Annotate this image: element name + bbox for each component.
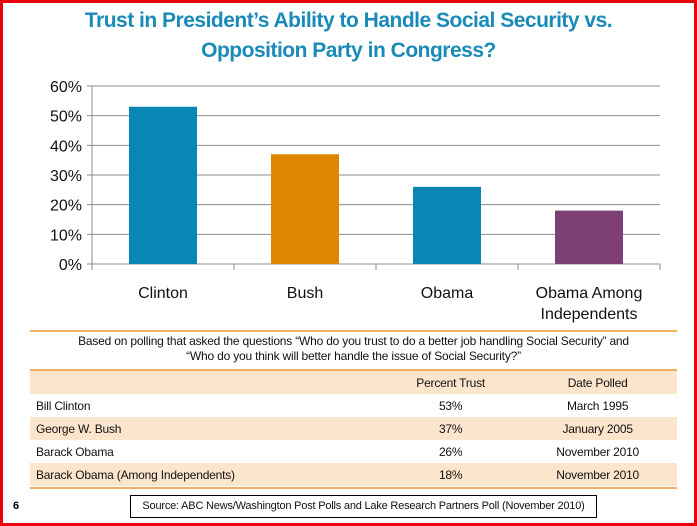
- cell-percent: 53%: [438, 398, 463, 413]
- source-box: Source: ABC News/Washington Post Polls a…: [130, 495, 597, 518]
- y-tick-label: 60%: [50, 79, 82, 96]
- y-tick-label: 20%: [50, 198, 82, 215]
- polling-note: Based on polling that asked the question…: [30, 334, 677, 364]
- note-line-2: “Who do you think will better handle the…: [186, 349, 521, 363]
- cell-name: George W. Bush: [30, 417, 384, 440]
- cell-name: Barack Obama (Among Independents): [30, 463, 384, 486]
- bar-obama: [413, 186, 481, 264]
- x-category-label: Bush: [287, 285, 323, 302]
- bar-clinton: [129, 106, 197, 265]
- cell-date: January 2005: [518, 417, 677, 440]
- poll-table: Percent Trust Date Polled Bill Clinton 5…: [30, 371, 677, 486]
- x-category-label: Obama: [421, 285, 474, 302]
- x-category-label: Obama Among: [536, 285, 643, 302]
- bar-obama-among-independents: [555, 210, 623, 264]
- bar-bush: [271, 154, 339, 264]
- cell-percent: 26%: [438, 444, 463, 459]
- cell-name: Barack Obama: [36, 444, 114, 459]
- note-line-1: Based on polling that asked the question…: [78, 334, 629, 348]
- cell-percent: 37%: [383, 417, 519, 440]
- table-row: Bill Clinton 53% March 1995: [30, 394, 677, 417]
- y-tick-label: 0%: [59, 257, 82, 274]
- y-tick-label: 50%: [50, 109, 82, 126]
- chart-title: Trust in President’s Ability to Handle S…: [0, 6, 697, 66]
- cell-date: March 1995: [566, 398, 629, 413]
- bar-chart: 0% 10% 20% 30% 40% 50% 60% Clinton Bush Obama Obam…: [50, 79, 661, 323]
- divider-table-top: [30, 369, 677, 371]
- table-row: George W. Bush 37% January 2005: [30, 417, 677, 440]
- cell-date: November 2010: [556, 444, 640, 459]
- divider-top: [30, 330, 677, 332]
- title-line-2: Opposition Party in Congress?: [201, 39, 496, 62]
- table-header-row: Percent Trust Date Polled: [30, 371, 677, 394]
- divider-table-bottom: [30, 487, 677, 489]
- header-date: Date Polled: [518, 371, 677, 394]
- cell-name: Bill Clinton: [36, 398, 91, 413]
- table-row: Barack Obama (Among Independents) 18% No…: [30, 463, 677, 486]
- x-category-label: Clinton: [138, 285, 188, 302]
- title-line-1: Trust in President’s Ability to Handle S…: [84, 9, 613, 32]
- y-tick-label: 40%: [50, 138, 82, 155]
- cell-percent: 18%: [383, 463, 519, 486]
- x-category-label: Independents: [541, 306, 638, 323]
- cell-date: November 2010: [518, 463, 677, 486]
- y-tick-label: 30%: [50, 168, 82, 185]
- header-name: [30, 371, 384, 394]
- table-row: Barack Obama 26% November 2010: [30, 440, 677, 463]
- y-tick-label: 10%: [50, 227, 82, 244]
- header-percent: Percent Trust: [383, 371, 519, 394]
- page-number: 6: [13, 500, 20, 512]
